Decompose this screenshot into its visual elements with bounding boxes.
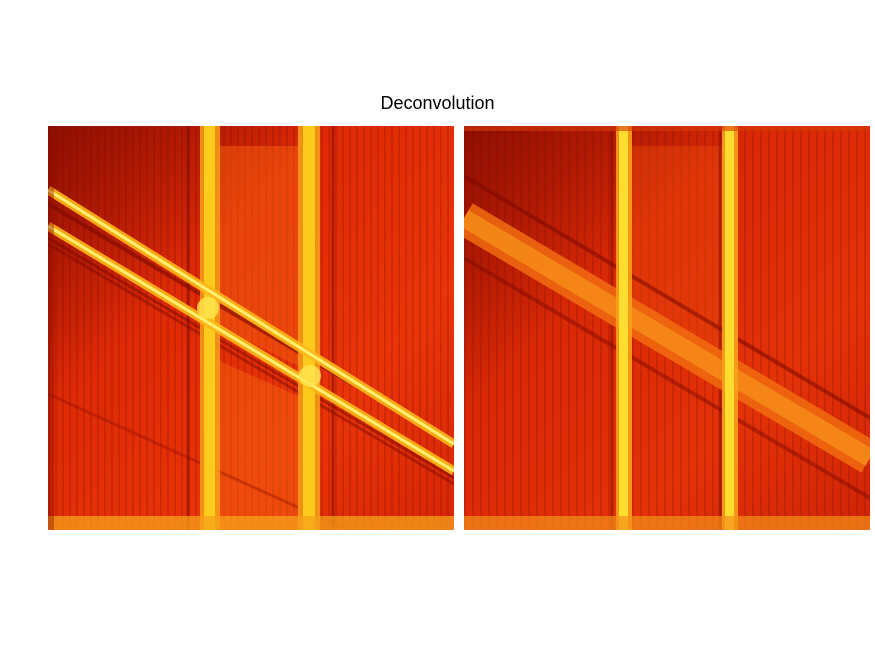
top-strip xyxy=(464,126,870,131)
dark-edge-line xyxy=(464,256,870,500)
intersection-glow xyxy=(197,297,219,319)
dark-edge-line xyxy=(48,236,454,480)
diagonal-band xyxy=(48,188,454,446)
dark-edge-line xyxy=(464,174,870,420)
vertical-band xyxy=(725,126,734,530)
figure-title: Deconvolution xyxy=(380,93,495,113)
bottom-strip xyxy=(464,516,870,530)
vertical-band xyxy=(619,126,628,530)
intersection-glow xyxy=(299,365,321,387)
diagonal-band xyxy=(48,224,454,473)
deconvolution-image-left xyxy=(48,126,454,530)
dark-edge-line xyxy=(48,242,454,486)
diagonal-band xyxy=(464,210,870,466)
left-edge-strip xyxy=(48,126,54,530)
vertical-band xyxy=(303,126,315,530)
deconvolution-image-right xyxy=(464,126,870,530)
bottom-strip xyxy=(48,516,454,530)
heatmap-left-svg xyxy=(48,126,454,530)
warm-patch xyxy=(208,356,298,530)
heatmap-right-svg xyxy=(464,126,870,530)
